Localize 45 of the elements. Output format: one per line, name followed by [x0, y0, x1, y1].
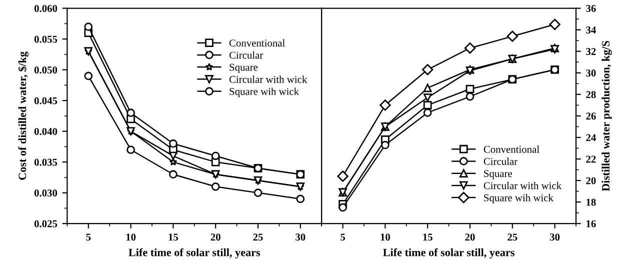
y-tick-label: 24: [586, 134, 596, 142]
y-tick-label: 30: [586, 70, 596, 77]
x-tick-label: 10: [126, 234, 136, 241]
x-axis-title: Life time of solar still, years: [128, 248, 260, 259]
y-tick-label: 20: [586, 177, 596, 184]
legend-label: Square wih wick: [484, 194, 554, 204]
x-tick-label: 10: [380, 234, 390, 241]
y-tick-label: 0.045: [34, 97, 58, 104]
x-axis-title: Life time of solar still, years: [383, 248, 514, 259]
legend-label: Circular: [484, 158, 518, 165]
x-tick-label: 15: [168, 234, 178, 241]
y-tick-label: 36: [586, 4, 596, 12]
x-tick-label: 30: [296, 234, 306, 241]
x-tick-label: 5: [86, 234, 91, 241]
x-tick-label: 30: [550, 234, 560, 241]
legend-label: Square: [484, 170, 512, 180]
y-tick-label: 0.035: [34, 158, 58, 166]
x-tick-label: 5: [340, 234, 346, 241]
legend-label: Circular with wick: [229, 76, 308, 83]
legend-label: Square wih wick: [230, 88, 300, 98]
y-tick-label: 18: [586, 198, 596, 206]
y-tick-label: 16: [586, 220, 596, 228]
y-tick-label: 32: [586, 48, 596, 56]
legend-label: Conventional: [229, 39, 285, 47]
x-tick-label: 25: [253, 234, 263, 241]
y-tick-label: 0.050: [34, 66, 58, 74]
y-axis-title: Cost of distilled water, $/kg: [18, 52, 28, 180]
y-tick-label: 0.055: [34, 36, 58, 43]
legend-label: Circular: [229, 51, 264, 59]
y-tick-label: 0.040: [34, 128, 58, 136]
y-tick-label: 0.060: [34, 4, 58, 12]
y-tick-label: 22: [586, 156, 596, 163]
y-tick-label: 26: [586, 112, 596, 120]
x-tick-label: 15: [423, 234, 432, 241]
y-tick-label: 28: [586, 91, 596, 98]
y-axis-title: Distilled water production, kg/S: [602, 40, 612, 192]
y-tick-label: 0.030: [34, 189, 58, 197]
x-tick-label: 25: [508, 234, 518, 241]
legend-label: Conventional: [484, 146, 540, 153]
legend-label: Circular with wick: [484, 182, 562, 190]
y-tick-label: 0.025: [34, 220, 58, 228]
x-tick-label: 20: [210, 234, 220, 241]
x-tick-label: 20: [465, 234, 475, 241]
legend-label: Square: [230, 64, 258, 73]
y-tick-label: 34: [586, 26, 596, 34]
